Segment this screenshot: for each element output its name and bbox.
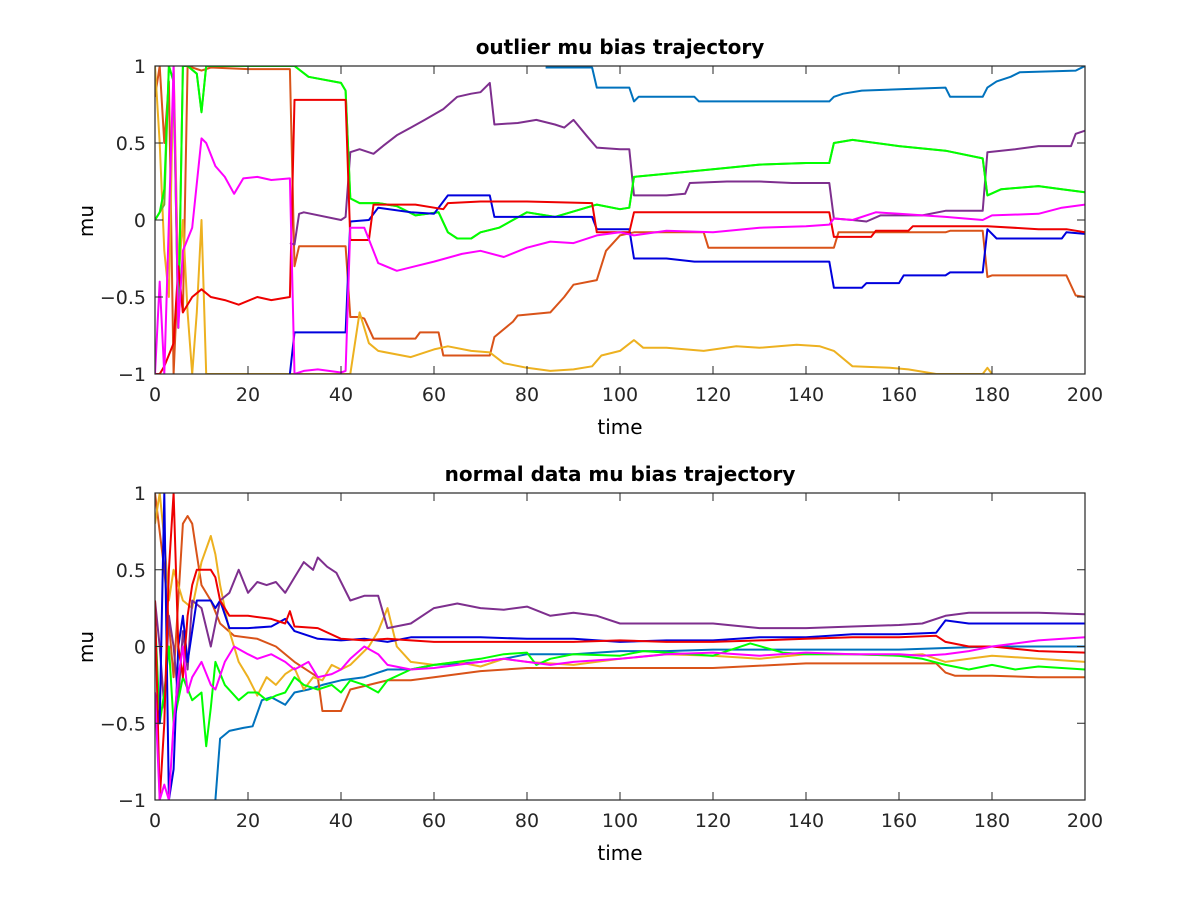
x-tick-label: 200 xyxy=(1067,810,1103,832)
y-axis-label: mu xyxy=(74,205,98,237)
y-tick-label: −1 xyxy=(118,790,146,812)
series-line-8 xyxy=(155,98,1085,374)
x-tick-label: 200 xyxy=(1067,384,1103,406)
x-tick-label: 120 xyxy=(695,810,731,832)
x-tick-label: 140 xyxy=(788,810,824,832)
x-tick-label: 160 xyxy=(881,384,917,406)
y-tick-label: 0 xyxy=(134,637,146,659)
x-axis-label: time xyxy=(597,415,642,439)
x-tick-label: 120 xyxy=(695,384,731,406)
x-tick-label: 0 xyxy=(149,384,161,406)
x-tick-label: 20 xyxy=(236,384,260,406)
y-tick-label: 1 xyxy=(134,483,146,505)
plot-area xyxy=(155,66,1085,374)
x-tick-label: 60 xyxy=(422,384,446,406)
x-tick-label: 20 xyxy=(236,810,260,832)
plot-normal-data-mu-bias: normal data mu bias trajectory time mu 0… xyxy=(74,462,1103,865)
x-tick-label: 40 xyxy=(329,384,353,406)
x-tick-label: 140 xyxy=(788,384,824,406)
x-tick-label: 160 xyxy=(881,810,917,832)
x-tick-label: 100 xyxy=(602,810,638,832)
x-tick-label: 180 xyxy=(974,810,1010,832)
series-line-7 xyxy=(288,194,1085,374)
series-group xyxy=(155,493,1085,800)
series-line-7 xyxy=(155,493,1085,800)
y-tick-label: −0.5 xyxy=(100,713,146,735)
plot-title: outlier mu bias trajectory xyxy=(476,35,765,59)
series-line-2 xyxy=(155,493,1085,712)
series-line-1 xyxy=(545,66,1085,103)
x-tick-label: 80 xyxy=(515,810,539,832)
y-tick-label: −1 xyxy=(118,364,146,386)
x-tick-label: 180 xyxy=(974,384,1010,406)
x-tick-label: 80 xyxy=(515,384,539,406)
y-tick-label: 0.5 xyxy=(116,560,146,582)
y-tick-label: 0 xyxy=(134,210,146,232)
series-line-6 xyxy=(155,66,1085,329)
series-line-9 xyxy=(155,66,1085,374)
plot-area xyxy=(155,493,1085,800)
plot-title: normal data mu bias trajectory xyxy=(445,462,796,486)
x-axis-label: time xyxy=(597,841,642,865)
series-line-8 xyxy=(155,636,1085,800)
plot-outlier-mu-bias: outlier mu bias trajectory time mu 0 20 40… xyxy=(74,35,1103,439)
y-axis-label: mu xyxy=(74,631,98,663)
series-line-4 xyxy=(155,556,1085,709)
x-tick-label: 100 xyxy=(602,384,638,406)
y-tick-label: 1 xyxy=(134,56,146,78)
x-tick-label: 40 xyxy=(329,810,353,832)
series-line-3 xyxy=(155,66,993,374)
y-tick-label: 0.5 xyxy=(116,133,146,155)
x-tick-label: 0 xyxy=(149,810,161,832)
y-tick-label: −0.5 xyxy=(100,287,146,309)
series-line-1 xyxy=(214,645,1085,800)
series-group xyxy=(155,66,1085,374)
x-tick-label: 60 xyxy=(422,810,446,832)
